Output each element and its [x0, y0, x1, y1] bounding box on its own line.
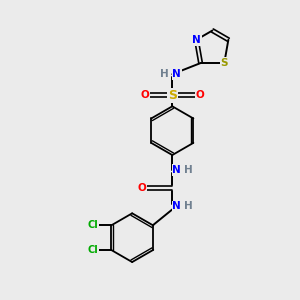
- Text: O: O: [196, 90, 204, 100]
- Text: H: H: [184, 165, 193, 175]
- Text: N: N: [172, 165, 181, 175]
- Text: O: O: [140, 90, 149, 100]
- Text: Cl: Cl: [87, 245, 98, 255]
- Text: O: O: [138, 183, 146, 193]
- Text: S: S: [168, 88, 177, 101]
- Text: N: N: [192, 35, 201, 45]
- Text: N: N: [172, 69, 181, 79]
- Text: Cl: Cl: [87, 220, 98, 230]
- Text: N: N: [172, 202, 181, 212]
- Text: H: H: [160, 69, 168, 79]
- Text: H: H: [184, 202, 193, 212]
- Text: S: S: [220, 58, 228, 68]
